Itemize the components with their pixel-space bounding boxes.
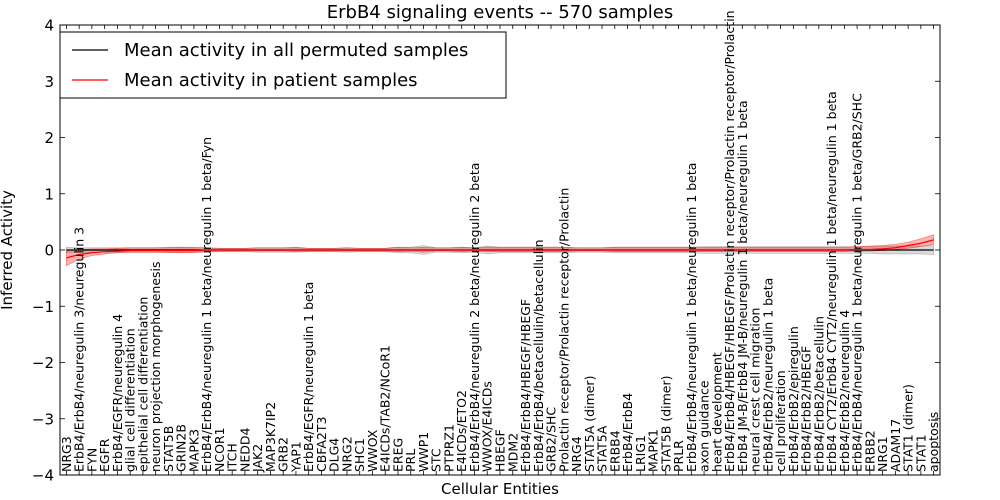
x-tick-label: ErbB4/ErbB2/neuregulin 1 beta (760, 278, 775, 472)
x-tick-label: ErbB4/ErbB4/neuregulin 1 beta/neuregulin… (199, 137, 214, 472)
x-tick-label: ErbB4/ErbB4/betacellulin/betacellulin (531, 239, 546, 472)
x-tick-label: ErbB4/ErbB2/epiregulin (786, 326, 801, 472)
y-tick-label: −3 (32, 410, 54, 428)
x-tick-label: ErbB4/ErbB4/neuregulin 3/neuregulin 3 (72, 227, 87, 472)
x-tick-label: epithelial cell differentiation (135, 297, 150, 472)
x-tick-label: STAT5B (161, 426, 176, 472)
x-tick-label: ErbB4/ErbB4/neuregulin 1 beta/neuregulin… (684, 163, 699, 472)
x-tick-label: GRB2 (276, 437, 291, 472)
x-tick-label: ADAM17 (888, 419, 903, 472)
axis-ticks: −4 −3 −2 −1 0 1 2 3 4 (32, 17, 940, 485)
x-tick-label: cell proliferation (773, 370, 788, 472)
x-tick-label: STAT5A (dimer) (582, 376, 597, 472)
x-tick-label: ErbB4/ErbB4/HBEGF/HBEGF/Prolactin recept… (722, 10, 737, 472)
x-tick-label: ErbB4/ErbB4 (620, 393, 635, 472)
x-tick-label: YAP1 (288, 441, 303, 473)
legend-label-permuted: Mean activity in all permuted samples (124, 40, 468, 61)
x-tick-label: ErbB4/ErbB4/neuregulin 2 beta/neuregulin… (467, 163, 482, 472)
x-tick-label: ErbB4/ErbB4/neuregulin 1 beta/neuregulin… (850, 93, 865, 472)
x-tick-label: WWOX (365, 429, 380, 472)
x-tick-label: STC (429, 448, 444, 472)
series-lines (66, 239, 934, 259)
x-tick-label: JAK2 (250, 444, 265, 473)
x-tick-label: NRG1 (875, 436, 890, 472)
x-tick-label: MAPK1 (646, 429, 661, 472)
x-tick-label: STAT1 (dimer) (901, 384, 916, 472)
x-tick-label: MAP3K7IP2 (263, 402, 278, 472)
x-tick-label: PTPRZ1 (441, 424, 456, 472)
y-tick-label: 0 (44, 242, 54, 260)
x-tick-label: ErbB4/ErbB4/HBEGF/HBEGF (518, 299, 533, 472)
x-tick-label: neuron projection morphogenesis (148, 261, 163, 472)
x-tick-label: NEDD4 (237, 428, 252, 472)
x-tick-label: Prolactin receptor/Prolactin receptor/Pr… (556, 188, 571, 472)
x-tick-label: CBFA2T3 (314, 417, 329, 472)
x-tick-label: neural crest cell migration (748, 308, 763, 472)
x-tick-label: NCOR1 (212, 427, 227, 472)
x-tick-label: ERBB4 (607, 430, 622, 472)
x-tick-label: ErbB4/ErbB2/neuregulin 4 (837, 310, 852, 472)
x-tick-label: WWOX/E4ICDs (480, 381, 495, 472)
x-tick-label: NRG2 (339, 436, 354, 472)
y-tick-label: −2 (32, 354, 54, 372)
x-tick-label: E4ICDs/ETO2 (454, 390, 469, 472)
legend: Mean activity in all permuted samples Me… (59, 31, 507, 99)
legend-label-patient: Mean activity in patient samples (124, 70, 418, 91)
y-tick-label: 4 (44, 17, 54, 35)
x-tick-label: ERBB2 (862, 430, 877, 472)
x-tick-label: ErbB4/EGFR/neuregulin 1 beta (301, 282, 316, 472)
x-tick-label: FYN (84, 448, 99, 472)
x-tick-label: EGFR (97, 438, 112, 472)
x-tick-label: E4ICDs/TAB2/NCoR1 (378, 345, 393, 472)
x-tick-label: STAT5B (dimer) (658, 376, 673, 472)
y-tick-label: 3 (44, 73, 54, 91)
x-tick-label: NRG4 (569, 436, 584, 472)
x-tick-label: MAPK3 (186, 429, 201, 472)
legend-box (59, 31, 507, 99)
x-tick-label: PRLR (671, 440, 686, 472)
x-tick-label: MDM2 (505, 433, 520, 472)
x-tick-label: STAT5A (595, 425, 610, 472)
x-tick-label: ErbB4 CYT2/ErbB4 CYT2/neuregulin 1 beta/… (824, 91, 839, 472)
x-tick-label: heart development (709, 352, 724, 472)
x-tick-label: GRIN2B (174, 424, 189, 472)
x-tick-label: ITCH (225, 443, 240, 472)
chart-title: ErbB4 signaling events -- 570 samples (327, 2, 674, 23)
x-tick-label: ErbB4/ErbB2/HBEGF (799, 346, 814, 472)
x-tick-label: DLG4 (327, 438, 342, 472)
x-tick-label: ErbB4 JM-B/ErbB4 JM-B/neuregulin 1 beta/… (735, 100, 750, 472)
x-tick-label: PRL (403, 449, 418, 472)
x-axis-label: Cellular Entities (441, 480, 559, 498)
y-tick-label: −4 (32, 467, 54, 485)
y-tick-label: −1 (32, 298, 54, 316)
x-tick-label: ErbB4/EGFR/neuregulin 4 (110, 314, 125, 472)
x-tick-label: ErbB4/ErbB2/betacellulin (811, 316, 826, 472)
x-tick-label: WWP1 (416, 432, 431, 472)
x-tick-label: HBEGF (493, 429, 508, 472)
x-tick-label: EREG (390, 438, 405, 472)
x-tick-label: LRIG1 (633, 435, 648, 472)
plot-frame (59, 24, 941, 476)
x-tick-label: apoptosis (926, 412, 941, 472)
x-tick-label: glial cell differentiation (123, 328, 138, 472)
x-tick-label: SHC1 (352, 438, 367, 472)
y-tick-label: 2 (44, 129, 54, 147)
y-tick-label: 1 (44, 185, 54, 203)
x-tick-label: GRB2/SHC (544, 407, 559, 472)
x-tick-label: axon guidance (697, 380, 712, 472)
x-tick-label: STAT1 (913, 434, 928, 472)
y-axis-label: Inferred Activity (0, 190, 16, 310)
x-tick-label: NRG3 (59, 436, 74, 472)
